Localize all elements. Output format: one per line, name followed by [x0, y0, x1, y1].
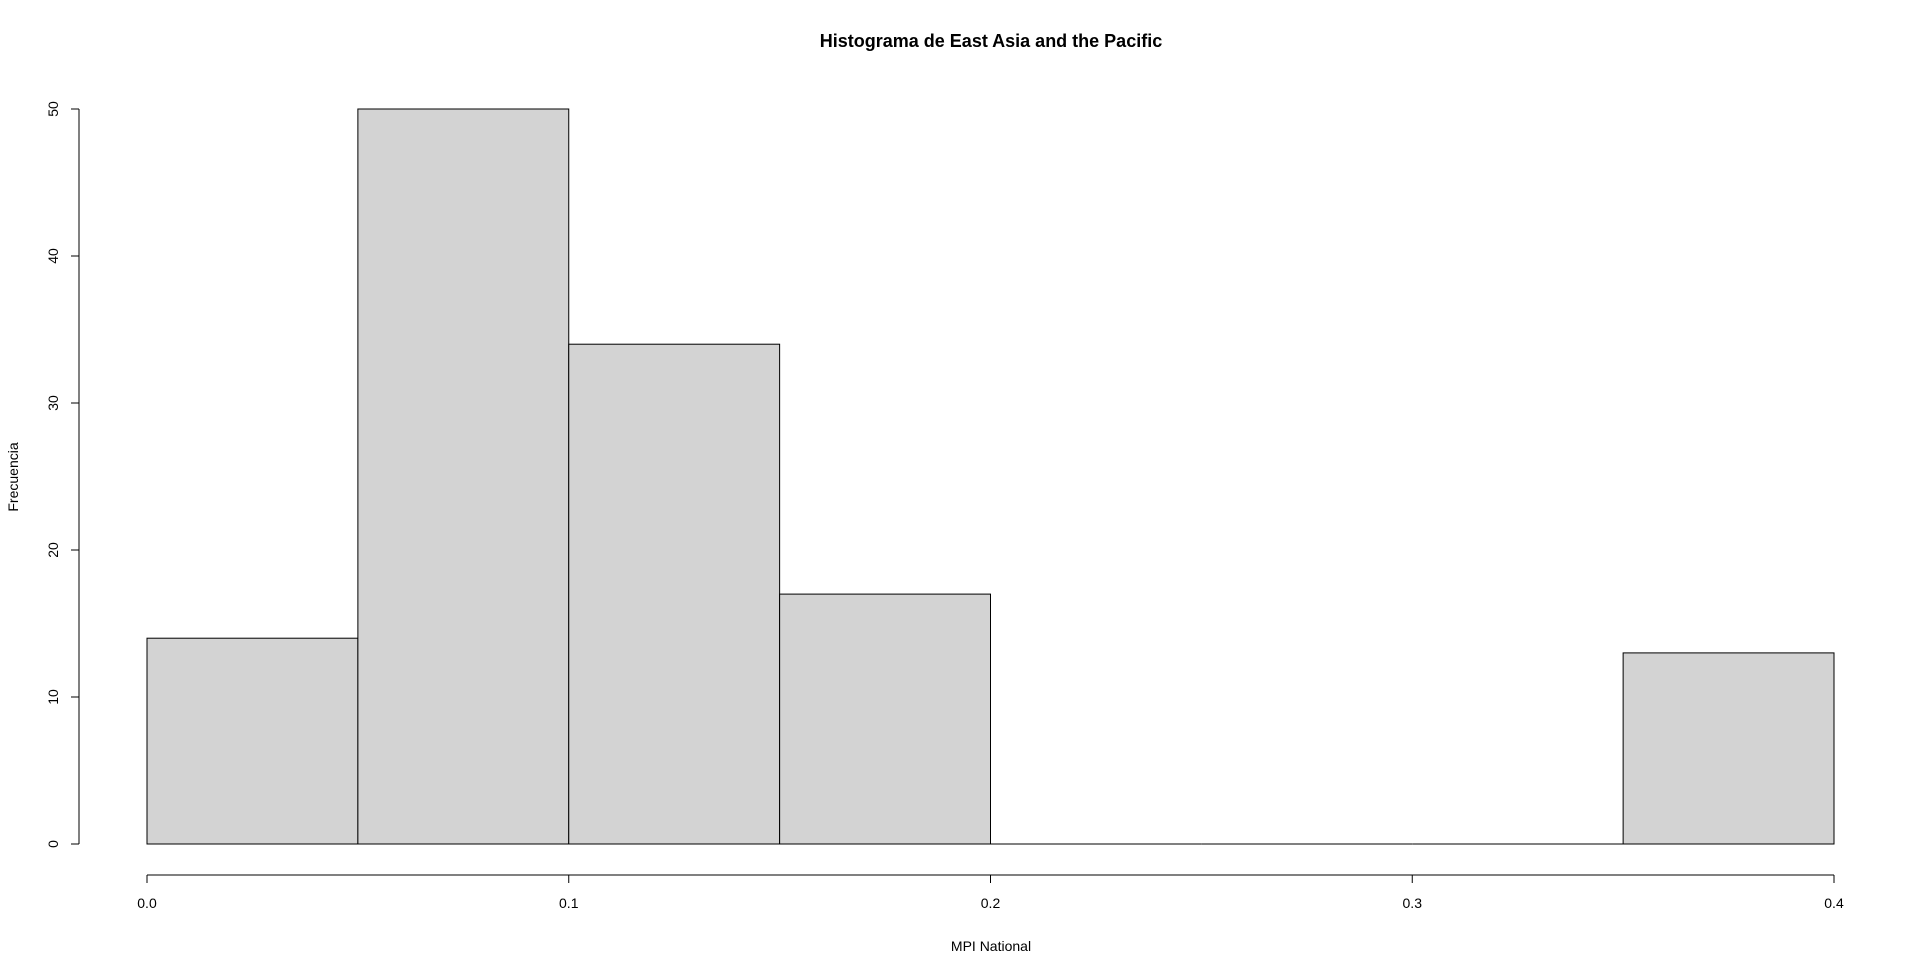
- y-tick-label: 10: [45, 689, 61, 705]
- y-axis: 0 10 20 30 40 50: [45, 101, 80, 848]
- x-tick-label: 0.2: [981, 895, 1001, 911]
- histogram-bar: [146, 637, 359, 845]
- x-tick-label: 0.4: [1824, 895, 1844, 911]
- y-tick-label: 30: [45, 395, 61, 411]
- y-tick-label: 20: [45, 542, 61, 558]
- y-tick-label: 50: [45, 101, 61, 117]
- x-axis: 0.0 0.1 0.2 0.3 0.4: [137, 874, 1844, 911]
- y-tick-label: 0: [45, 840, 61, 848]
- x-tick-label: 0.1: [559, 895, 579, 911]
- histogram-bar: [1622, 652, 1835, 845]
- histogram-bar: [568, 343, 781, 845]
- x-tick-label: 0.0: [137, 895, 157, 911]
- y-tick-label: 40: [45, 248, 61, 264]
- x-tick-label: 0.3: [1403, 895, 1423, 911]
- x-axis-label: MPI National: [951, 938, 1031, 954]
- histogram-bar: [357, 108, 570, 845]
- y-axis-label: Frecuencia: [5, 442, 21, 511]
- bars-group: [146, 108, 1835, 845]
- histogram-bar: [779, 593, 991, 845]
- chart-title: Histograma de East Asia and the Pacific: [820, 31, 1162, 51]
